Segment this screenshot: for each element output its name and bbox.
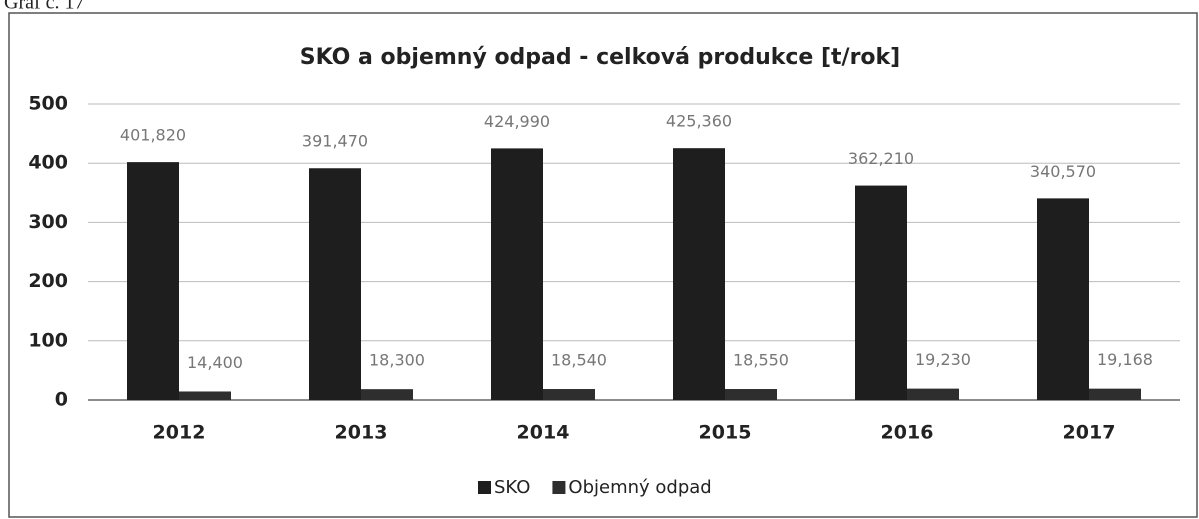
- bar: [491, 148, 543, 400]
- chart-frame: [8, 12, 1198, 518]
- bar: [855, 185, 907, 400]
- value-label: 19,230: [915, 350, 971, 369]
- legend-label: SKO: [494, 477, 530, 498]
- bar: [1037, 198, 1089, 400]
- y-tick-label: 0: [55, 389, 68, 411]
- legend-swatch: [478, 481, 491, 494]
- bar: [725, 389, 777, 400]
- x-tick-label: 2017: [1063, 422, 1116, 444]
- value-label: 425,360: [666, 112, 732, 131]
- y-tick-label: 400: [28, 152, 68, 174]
- y-tick-label: 300: [28, 211, 68, 233]
- value-label: 424,990: [484, 112, 550, 131]
- x-tick-label: 2015: [699, 422, 752, 444]
- bar: [907, 388, 959, 400]
- value-label: 340,570: [1030, 162, 1096, 181]
- bar: [361, 389, 413, 400]
- y-tick-label: 500: [28, 93, 68, 115]
- x-tick-label: 2012: [153, 422, 206, 444]
- value-label: 19,168: [1097, 350, 1153, 369]
- x-tick-label: 2016: [881, 422, 934, 444]
- value-label: 391,470: [302, 132, 368, 151]
- value-label: 18,540: [551, 351, 607, 370]
- bar: [127, 162, 179, 400]
- bar: [309, 168, 361, 400]
- value-label: 401,820: [120, 126, 186, 145]
- bar: [673, 148, 725, 400]
- x-tick-label: 2013: [335, 422, 388, 444]
- caption: Graf č. 17: [4, 0, 85, 14]
- value-label: 18,300: [369, 351, 425, 370]
- value-label: 14,400: [187, 353, 243, 372]
- bar: [1089, 388, 1141, 400]
- value-label: 18,550: [733, 351, 789, 370]
- chart-title: SKO a objemný odpad - celková produkce […: [300, 45, 900, 70]
- value-label: 362,210: [848, 149, 914, 168]
- x-tick-label: 2014: [517, 422, 570, 444]
- legend-label: Objemný odpad: [568, 477, 711, 498]
- y-tick-label: 100: [28, 329, 68, 351]
- y-tick-label: 200: [28, 270, 68, 292]
- bar: [179, 391, 231, 400]
- legend-swatch: [552, 481, 566, 494]
- bar: [543, 389, 595, 400]
